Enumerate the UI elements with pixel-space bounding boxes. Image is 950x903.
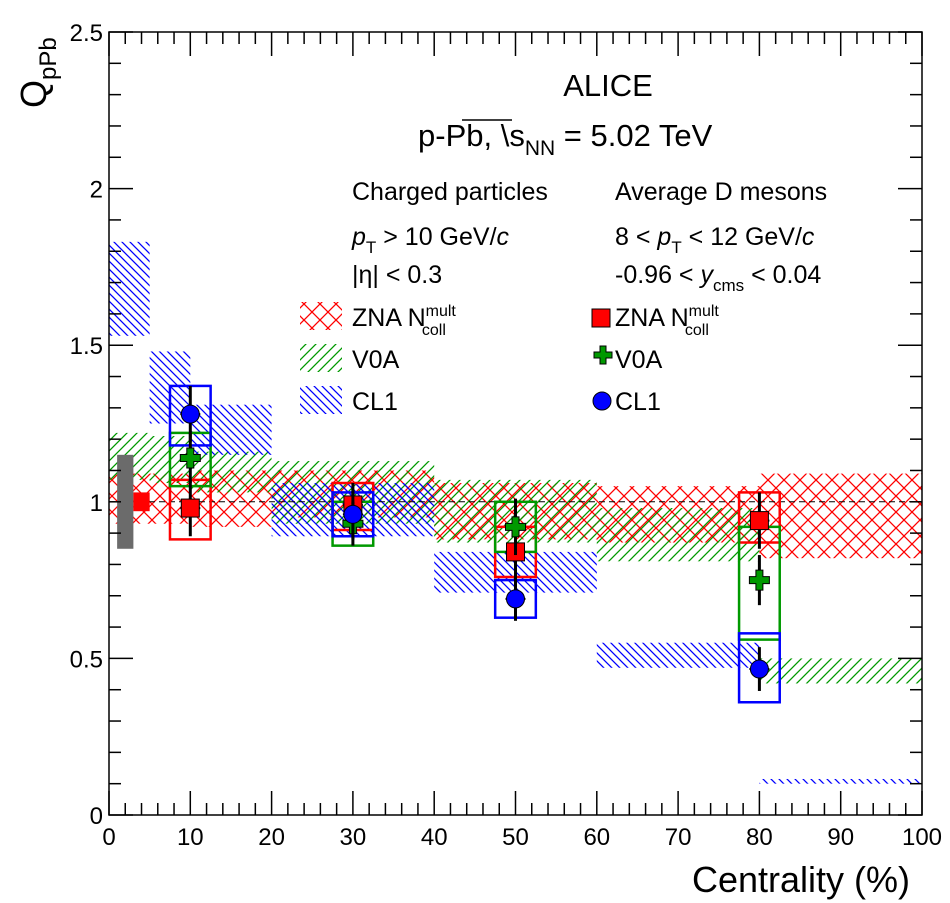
legend-marker-cl1-circle: [592, 391, 612, 411]
data-point-cl1: [749, 659, 769, 679]
band-cl1: [759, 778, 922, 784]
dmeson-y-cut: -0.96 < ycms < 0.04: [615, 261, 821, 295]
charged-title: Charged particles: [352, 178, 548, 206]
data-point-cl1: [180, 404, 200, 424]
data-point-cl1: [343, 504, 363, 524]
data-point-v0a: [179, 447, 201, 469]
y-axis-title: QpPb: [13, 37, 62, 108]
x-tick-label: 20: [258, 824, 285, 851]
legend-marker-v0a-cross: [593, 345, 613, 365]
data-point-v0a: [748, 569, 770, 591]
normalization-uncertainty-gray: [117, 454, 134, 549]
x-tick-label: 10: [177, 824, 204, 851]
band-v0a: [596, 508, 760, 562]
band-cl1: [596, 642, 760, 668]
legend-label-cl1-band: CL1: [352, 388, 398, 416]
legend-label-zna-band: ZNA Nmult coll: [352, 303, 456, 339]
legend-label-v0a-dmeson: V0A: [615, 346, 663, 374]
legend-label-zna-dmeson: ZNA Nmult coll: [615, 303, 719, 339]
x-tick-label: 100: [902, 824, 942, 851]
x-tick-label: 70: [665, 824, 692, 851]
data-point-zna: [180, 498, 200, 518]
y-tick-label: 1: [90, 490, 103, 517]
legend-label-v0a-band: V0A: [352, 346, 400, 374]
dmeson-pt-cut: 8 < pT < 12 GeV/c: [615, 223, 815, 257]
y-tick-label: 1.5: [70, 333, 103, 360]
legend-swatch-zna-band: [300, 302, 342, 330]
x-tick-label: 30: [340, 824, 367, 851]
band-zna: [759, 473, 922, 559]
data-point-cl1: [506, 589, 525, 609]
legend-swatch-v0a-band: [300, 344, 342, 372]
normalization-boxes: [117, 454, 150, 549]
normalization-uncertainty-red: [133, 492, 150, 512]
band-v0a: [759, 658, 922, 684]
x-tick-label: 40: [421, 824, 448, 851]
dmeson-points: [168, 384, 781, 704]
band-cl1: [109, 241, 150, 336]
data-point-zna: [749, 511, 769, 531]
legend-label-cl1-dmeson: CL1: [615, 388, 661, 416]
charged-eta-cut: |η| < 0.3: [352, 261, 442, 289]
system-label: p-Pb, \sNN = 5.02 TeV: [418, 118, 713, 160]
legend-marker-zna-square: [591, 308, 611, 328]
y-tick-label: 2.5: [70, 20, 103, 47]
y-tick-label: 0.5: [70, 646, 103, 673]
x-tick-label: 90: [827, 824, 854, 851]
x-axis-title: Centrality (%): [692, 859, 910, 900]
sys-box-cl1: [737, 632, 781, 704]
legend-swatch-cl1-band: [300, 386, 342, 414]
experiment-label: ALICE: [563, 68, 653, 103]
axes: 0 10 20 30 40 50 60 70 80 90 100 0 0.5 1 1.5 2 2.5: [70, 20, 942, 851]
dmeson-title: Average D mesons: [615, 178, 827, 206]
x-tick-label: 80: [746, 824, 773, 851]
x-tick-label: 0: [102, 824, 115, 851]
y-tick-label: 2: [90, 177, 103, 204]
x-tick-label: 60: [583, 824, 610, 851]
x-tick-label: 50: [502, 824, 529, 851]
band-cl1: [190, 404, 272, 455]
y-tick-label: 0: [90, 803, 103, 830]
data-point-v0a: [505, 516, 526, 538]
charged-pt-cut: pT > 10 GeV/c: [351, 223, 510, 257]
